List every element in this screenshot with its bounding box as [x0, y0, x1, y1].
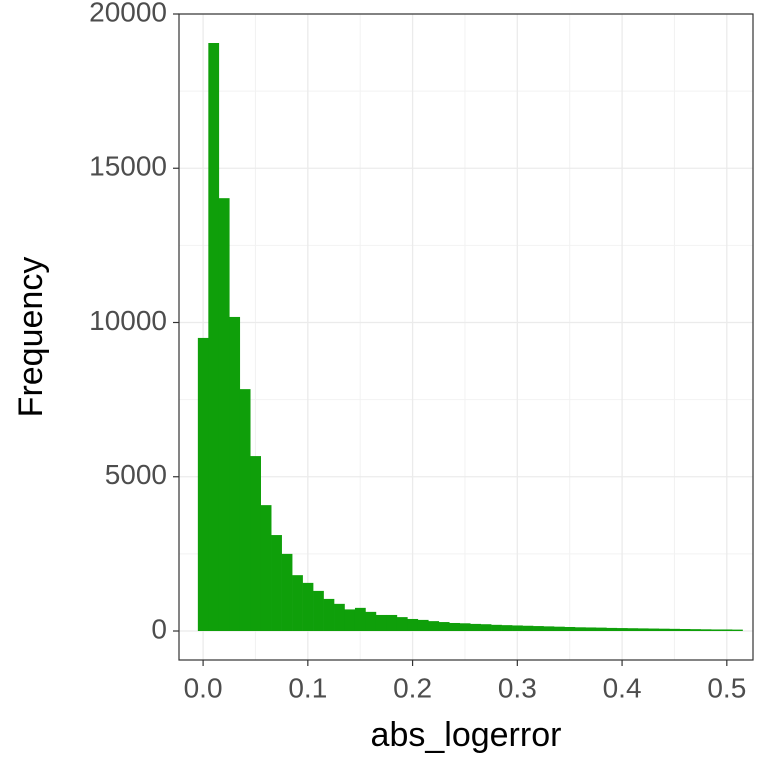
bar — [344, 609, 356, 632]
bar — [553, 626, 565, 632]
bar — [260, 505, 272, 632]
bar — [669, 628, 680, 632]
bar — [407, 618, 419, 632]
bar — [375, 614, 387, 632]
bar — [239, 389, 251, 632]
bar — [616, 628, 628, 632]
bar — [459, 623, 471, 632]
bar — [229, 316, 241, 632]
bar — [637, 628, 649, 632]
bar — [302, 582, 314, 632]
bar — [218, 198, 230, 632]
bar — [533, 626, 544, 632]
bar — [438, 622, 450, 632]
bar — [386, 614, 398, 632]
bar — [250, 456, 262, 632]
panel-border — [178, 13, 754, 661]
bar — [648, 628, 660, 632]
bar — [480, 624, 492, 632]
bar — [334, 603, 345, 632]
bar — [501, 625, 513, 632]
bar — [470, 623, 481, 632]
y-tick-label: 20000 — [89, 0, 167, 27]
bar — [449, 622, 461, 632]
bar — [512, 625, 523, 632]
bar — [281, 553, 293, 632]
bar — [417, 619, 429, 632]
bar — [543, 626, 555, 632]
bar — [491, 624, 502, 632]
bar — [564, 626, 576, 632]
bar — [585, 627, 597, 632]
bar — [700, 629, 712, 632]
bar — [396, 617, 408, 632]
bar — [711, 629, 722, 632]
bar — [658, 628, 670, 632]
bar — [323, 598, 335, 632]
x-tick-label: 0.3 — [498, 672, 537, 703]
y-tick-label: 15000 — [89, 151, 167, 182]
bar — [606, 627, 618, 632]
x-tick-label: 0.2 — [393, 672, 432, 703]
y-axis-title: Frequency — [12, 257, 50, 418]
bar — [732, 629, 743, 632]
bar — [679, 628, 691, 632]
x-axis-title: abs_logerror — [371, 716, 562, 754]
bar — [574, 627, 586, 632]
bars — [197, 42, 743, 632]
bar — [208, 42, 220, 632]
bar — [428, 621, 440, 632]
bar — [197, 337, 209, 632]
bar — [522, 625, 534, 632]
bar — [721, 629, 733, 632]
bar — [690, 629, 701, 632]
bar — [365, 611, 377, 632]
y-tick-label: 10000 — [89, 305, 167, 336]
bar — [595, 627, 607, 632]
y-tick-label: 0 — [151, 613, 167, 644]
y-tick-label: 5000 — [105, 459, 167, 490]
bar — [292, 575, 303, 632]
bar — [313, 590, 324, 632]
bar — [627, 628, 639, 632]
bar — [354, 607, 366, 632]
axes: 0 5000 10000 15000 20000 0.0 0.1 0.2 0.3 0.4 0.5 — [89, 0, 746, 703]
x-tick-label: 0.5 — [707, 672, 746, 703]
x-tick-label: 0.1 — [288, 672, 327, 703]
x-tick-label: 0.4 — [603, 672, 642, 703]
x-tick-label: 0.0 — [184, 672, 223, 703]
bar — [271, 535, 282, 632]
